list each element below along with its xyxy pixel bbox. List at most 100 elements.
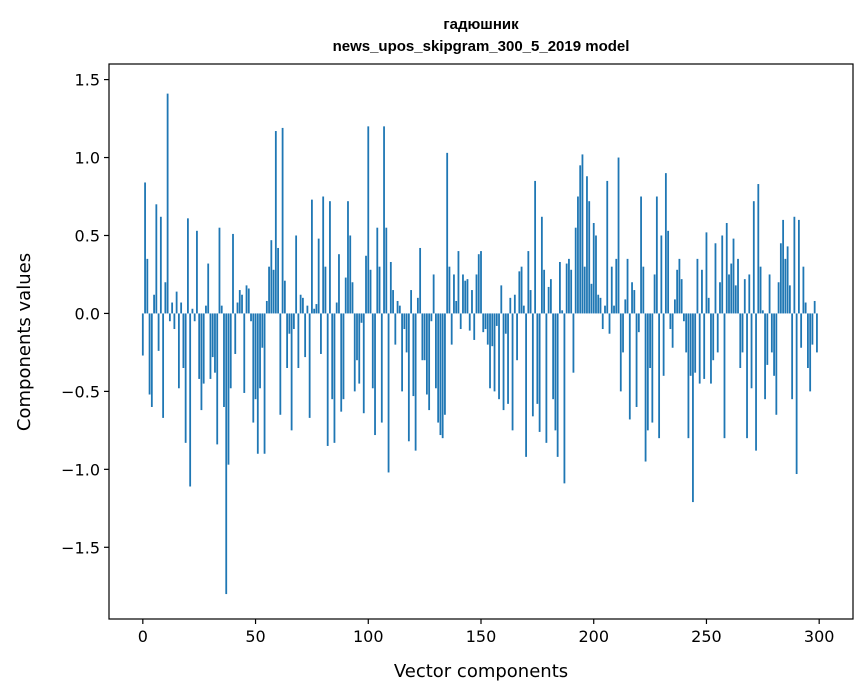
bar-43 (238, 290, 241, 314)
bar-230 (660, 235, 663, 314)
bar-280 (773, 313, 775, 376)
bar-126 (425, 313, 428, 395)
bar-176 (538, 313, 541, 432)
bar-64 (286, 313, 289, 368)
bar-172 (529, 290, 532, 314)
bar-291 (797, 219, 800, 314)
x-tick-label: 250 (691, 627, 722, 646)
bar-161 (504, 313, 507, 334)
bar-7 (157, 313, 160, 351)
bar-288 (791, 313, 794, 400)
bar-50 (254, 313, 257, 400)
bar-249 (703, 313, 706, 379)
bar-121 (414, 313, 417, 451)
x-tick-label: 50 (245, 627, 265, 646)
bar-226 (651, 313, 654, 423)
bar-139 (455, 300, 458, 314)
bar-29 (207, 263, 210, 314)
bar-289 (793, 216, 796, 314)
bar-220 (637, 313, 640, 333)
bar-297 (811, 313, 814, 345)
bar-241 (685, 313, 688, 353)
y-tick-label: −1.0 (61, 460, 100, 479)
bar-42 (236, 302, 239, 314)
bar-190 (570, 269, 573, 314)
bar-28 (205, 305, 207, 314)
bar-135 (446, 152, 449, 314)
bar-19 (184, 313, 187, 443)
y-tick-label: 0.5 (75, 226, 100, 245)
bar-137 (450, 313, 453, 345)
bar-35 (220, 305, 223, 314)
bar-174 (534, 180, 537, 314)
bar-198 (588, 201, 591, 314)
bar-14 (173, 313, 176, 330)
bar-299 (816, 313, 818, 353)
bar-169 (522, 305, 525, 314)
bar-247 (698, 313, 701, 384)
bar-144 (466, 279, 469, 314)
bar-58 (272, 269, 275, 314)
bar-259 (725, 223, 728, 314)
bar-229 (658, 313, 661, 439)
bar-285 (784, 258, 787, 314)
bar-264 (737, 258, 739, 314)
bar-5 (153, 294, 155, 314)
bar-286 (786, 246, 789, 314)
bar-224 (646, 313, 649, 431)
bar-260 (728, 274, 730, 314)
bar-239 (680, 279, 683, 314)
bar-138 (453, 274, 455, 314)
bar-46 (245, 285, 248, 314)
bar-254 (714, 243, 717, 314)
bar-34 (218, 227, 221, 314)
bar-80 (322, 196, 325, 314)
bar-104 (376, 227, 379, 314)
bar-123 (419, 247, 422, 314)
bar-71 (301, 297, 304, 314)
bar-211 (617, 157, 620, 314)
bar-86 (335, 302, 338, 314)
bar-16 (177, 313, 180, 389)
bar-57 (270, 240, 273, 314)
bar-193 (577, 196, 579, 314)
bar-20 (187, 218, 189, 314)
chart-title-line-2: news_upos_skipgram_300_5_2019 model (333, 38, 630, 55)
bar-154 (489, 313, 491, 389)
bar-214 (624, 299, 627, 314)
bar-26 (200, 313, 203, 411)
bar-270 (750, 313, 753, 389)
bar-134 (444, 313, 446, 415)
bar-195 (581, 154, 584, 314)
bar-203 (599, 297, 602, 314)
bar-245 (694, 313, 697, 373)
bar-37 (225, 313, 228, 595)
bar-244 (692, 313, 694, 503)
bar-294 (804, 302, 807, 314)
bar-131 (437, 313, 440, 423)
bar-152 (484, 313, 487, 330)
bar-106 (380, 313, 383, 423)
bar-175 (536, 313, 539, 404)
bar-182 (552, 313, 555, 400)
bar-278 (768, 274, 771, 314)
bar-141 (459, 313, 462, 330)
bar-147 (473, 313, 476, 340)
y-tick-label: −0.5 (61, 382, 100, 401)
bar-148 (475, 274, 478, 314)
bar-142 (462, 274, 464, 314)
bar-223 (644, 313, 647, 462)
y-tick-label: −1.5 (61, 538, 100, 557)
bar-248 (701, 269, 703, 314)
bar-111 (392, 290, 394, 314)
bar-100 (367, 126, 370, 314)
bar-159 (500, 285, 503, 314)
bar-110 (389, 261, 392, 314)
bar-257 (721, 235, 724, 314)
bar-25 (198, 313, 201, 379)
bar-127 (428, 313, 431, 411)
bar-97 (360, 313, 363, 323)
bar-128 (430, 313, 433, 322)
y-axis-label: Components values (14, 253, 35, 431)
bar-105 (378, 266, 381, 314)
